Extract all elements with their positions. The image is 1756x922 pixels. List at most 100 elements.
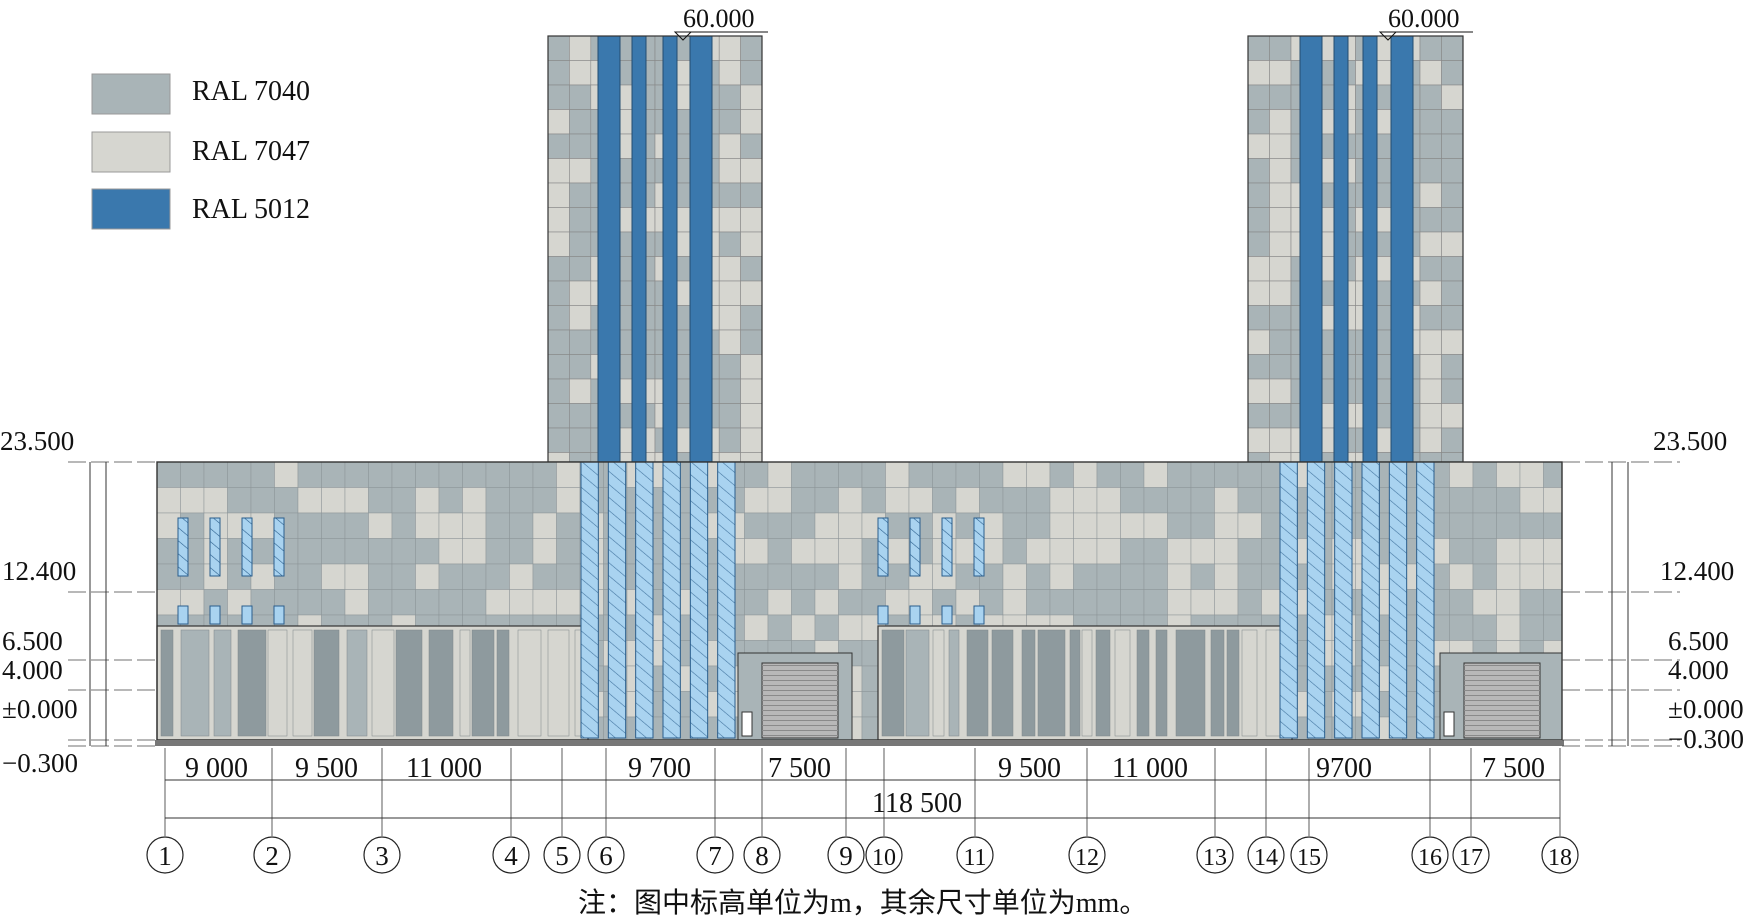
- tower-blue-stripe: [631, 35, 647, 463]
- wall-panel: [485, 589, 510, 616]
- dim-total-118500: 118 500: [872, 788, 962, 819]
- legend-label-ral5012: RAL 5012: [192, 194, 310, 225]
- elevation-roof-right: 23.500: [1653, 426, 1727, 456]
- tower-panel: [740, 182, 763, 208]
- tower-panel: [1419, 427, 1442, 453]
- wall-panel: [1002, 538, 1027, 565]
- wall-panel: [250, 589, 275, 616]
- tower-panel: [740, 158, 763, 184]
- podium-stripe: [1241, 629, 1258, 737]
- wall-panel: [1073, 538, 1098, 565]
- tower-panel: [1247, 354, 1270, 380]
- wall-panel: [368, 589, 393, 616]
- tower-panel: [1419, 207, 1442, 233]
- axis-bubble: [1411, 836, 1449, 874]
- podium-stripe: [292, 629, 313, 737]
- axis-label: 1: [158, 841, 172, 871]
- wall-panel: [1120, 538, 1145, 565]
- tower-panel: [718, 133, 741, 159]
- tower-blue-stripe: [1299, 35, 1323, 463]
- wall-panel: [180, 461, 205, 488]
- wall-panel: [297, 563, 322, 590]
- tower-panel: [1441, 158, 1464, 184]
- wall-panel: [1143, 563, 1168, 590]
- wall-panel: [509, 487, 534, 514]
- tower-panel: [1419, 231, 1442, 257]
- wall-panel: [1026, 487, 1051, 514]
- wall-panel: [297, 487, 322, 514]
- wall-panel: [1543, 487, 1563, 514]
- podium-stripe: [180, 629, 210, 737]
- podium-stripe: [313, 629, 340, 737]
- wall-panel: [1143, 512, 1168, 539]
- wall-panel: [1472, 461, 1497, 488]
- axis-bubble: [865, 836, 903, 874]
- wall-panel: [556, 487, 581, 514]
- tower-panel: [1269, 158, 1292, 184]
- elevation-minus-left: −0.300: [2, 748, 78, 778]
- wall-panel: [1167, 512, 1192, 539]
- tower-panel: [1247, 329, 1270, 355]
- wall-panel: [1496, 512, 1521, 539]
- tower-panel: [740, 305, 763, 331]
- wall-panel: [767, 487, 792, 514]
- wall-panel: [1167, 461, 1192, 488]
- wall-panel: [791, 487, 816, 514]
- glass-hatch: [1307, 462, 1325, 738]
- tower-panel: [740, 256, 763, 282]
- tower-panel: [1247, 60, 1270, 86]
- wall-panel: [344, 512, 369, 539]
- wall-panel: [462, 461, 487, 488]
- wall-panel: [321, 538, 346, 565]
- tower-panel: [718, 84, 741, 110]
- dim-11000-right: 11 000: [1112, 753, 1188, 784]
- axis-bubble: [543, 836, 581, 874]
- legend-swatch-ral5012: [91, 188, 171, 230]
- tower-panel: [740, 207, 763, 233]
- wall-panel: [485, 487, 510, 514]
- wall-panel: [485, 563, 510, 590]
- glass-hatch: [1362, 462, 1380, 738]
- wall-panel: [885, 538, 910, 565]
- wall-panel: [1120, 461, 1145, 488]
- wall-panel: [1237, 538, 1262, 565]
- tower-panel: [547, 84, 570, 110]
- wall-panel: [1096, 461, 1121, 488]
- axis-bubble: [1452, 836, 1490, 874]
- podium-stripe: [932, 629, 945, 737]
- wall-panel: [297, 538, 322, 565]
- wall-panel: [391, 589, 416, 616]
- dim-11000-left: 11 000: [406, 753, 482, 784]
- wall-panel: [156, 461, 181, 488]
- wall-panel: [203, 487, 228, 514]
- podium-stripe: [1037, 629, 1066, 737]
- tower-panel: [740, 84, 763, 110]
- wall-panel: [556, 538, 581, 565]
- window-hatch: [942, 518, 952, 576]
- wall-panel: [814, 614, 839, 641]
- ground-line: [155, 740, 1564, 746]
- tower-panel: [569, 256, 592, 282]
- wall-panel: [979, 461, 1004, 488]
- wall-panel: [932, 487, 957, 514]
- wall-panel: [391, 538, 416, 565]
- wall-panel: [1167, 589, 1192, 616]
- tower-panel: [1247, 378, 1270, 404]
- axis-label: 17: [1459, 845, 1483, 871]
- tower-panel: [718, 158, 741, 184]
- elevation-0-right: ±0.000: [1668, 694, 1744, 724]
- wall-panel: [344, 563, 369, 590]
- axis-label: 11: [963, 845, 986, 871]
- window-hatch: [178, 518, 188, 576]
- wall-panel: [438, 487, 463, 514]
- tower-panel: [547, 231, 570, 257]
- tower-panel: [569, 427, 592, 453]
- tower-panel: [1419, 182, 1442, 208]
- wall-panel: [1472, 487, 1497, 514]
- tower-panel: [547, 158, 570, 184]
- tower-panel: [1441, 109, 1464, 135]
- drawing-note: 注：图中标高单位为m，其余尺寸单位为mm。: [578, 887, 1147, 919]
- window-hatch: [910, 518, 920, 576]
- tower-panel: [547, 329, 570, 355]
- axis-label: 18: [1548, 845, 1572, 871]
